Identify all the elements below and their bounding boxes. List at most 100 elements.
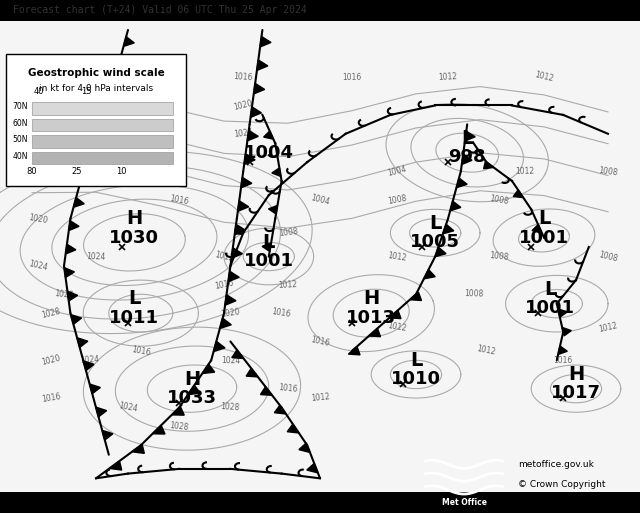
Text: 1016: 1016 bbox=[554, 356, 573, 365]
Text: 1008: 1008 bbox=[489, 194, 509, 206]
Text: 1008: 1008 bbox=[464, 289, 483, 299]
Polygon shape bbox=[96, 407, 107, 417]
Polygon shape bbox=[202, 364, 214, 373]
Polygon shape bbox=[214, 341, 225, 351]
Text: 1028: 1028 bbox=[41, 307, 61, 320]
Polygon shape bbox=[443, 224, 454, 234]
Polygon shape bbox=[83, 361, 94, 370]
Bar bbox=[32, 102, 173, 115]
Text: 10: 10 bbox=[116, 167, 127, 176]
Text: L: L bbox=[461, 129, 474, 148]
Text: 1028: 1028 bbox=[221, 402, 240, 412]
Text: 40: 40 bbox=[33, 87, 44, 96]
Polygon shape bbox=[369, 328, 381, 337]
Polygon shape bbox=[262, 243, 271, 251]
Text: 1033: 1033 bbox=[167, 389, 217, 407]
Text: 1008: 1008 bbox=[598, 250, 618, 263]
Polygon shape bbox=[558, 309, 567, 317]
Polygon shape bbox=[77, 338, 88, 347]
Text: 40N: 40N bbox=[13, 152, 28, 161]
Text: 1012: 1012 bbox=[534, 70, 554, 84]
Polygon shape bbox=[67, 291, 77, 301]
Polygon shape bbox=[80, 174, 90, 184]
Polygon shape bbox=[461, 154, 472, 165]
Text: 1020: 1020 bbox=[41, 353, 61, 367]
Text: 1024: 1024 bbox=[54, 167, 74, 176]
Text: 1016: 1016 bbox=[131, 345, 151, 357]
Text: 1012: 1012 bbox=[476, 345, 497, 357]
Text: 1008: 1008 bbox=[278, 227, 298, 239]
Polygon shape bbox=[100, 105, 111, 115]
Text: 1016: 1016 bbox=[234, 72, 253, 82]
Text: 1024: 1024 bbox=[233, 128, 253, 140]
Polygon shape bbox=[275, 405, 286, 414]
Text: 60N: 60N bbox=[13, 119, 28, 128]
Text: 1012: 1012 bbox=[438, 72, 458, 82]
Text: 1011: 1011 bbox=[109, 309, 159, 327]
Text: 1016: 1016 bbox=[41, 392, 61, 404]
Text: Met Office: Met Office bbox=[442, 498, 486, 507]
Polygon shape bbox=[299, 443, 310, 452]
Polygon shape bbox=[253, 84, 264, 94]
Polygon shape bbox=[246, 368, 258, 377]
Text: 80: 80 bbox=[27, 167, 37, 176]
Polygon shape bbox=[68, 221, 79, 230]
Text: 1024: 1024 bbox=[28, 260, 49, 272]
Polygon shape bbox=[102, 430, 113, 440]
Text: H: H bbox=[184, 370, 200, 389]
Text: L: L bbox=[128, 289, 141, 308]
Text: 1028: 1028 bbox=[131, 110, 150, 120]
Text: 1032: 1032 bbox=[106, 139, 125, 148]
Text: Geostrophic wind scale: Geostrophic wind scale bbox=[28, 68, 164, 77]
Polygon shape bbox=[232, 350, 244, 359]
Polygon shape bbox=[450, 201, 461, 211]
Polygon shape bbox=[132, 444, 144, 453]
Polygon shape bbox=[117, 60, 128, 70]
Text: 1001: 1001 bbox=[525, 300, 575, 318]
Polygon shape bbox=[238, 201, 249, 211]
Text: 1028: 1028 bbox=[169, 421, 189, 432]
Text: H: H bbox=[126, 209, 143, 228]
Text: L: L bbox=[410, 351, 422, 370]
Text: 70N: 70N bbox=[13, 102, 28, 111]
Polygon shape bbox=[260, 387, 272, 396]
Polygon shape bbox=[562, 327, 572, 336]
Polygon shape bbox=[188, 385, 200, 394]
Polygon shape bbox=[64, 268, 74, 278]
Polygon shape bbox=[424, 269, 435, 279]
Polygon shape bbox=[109, 461, 122, 470]
Text: 1004: 1004 bbox=[387, 165, 407, 179]
Polygon shape bbox=[172, 406, 184, 415]
Text: 1020: 1020 bbox=[28, 213, 49, 225]
Text: 1012: 1012 bbox=[515, 167, 534, 176]
Polygon shape bbox=[247, 130, 259, 141]
Text: 1032: 1032 bbox=[67, 109, 87, 121]
Text: 1028: 1028 bbox=[54, 289, 74, 300]
Polygon shape bbox=[484, 162, 493, 169]
Polygon shape bbox=[244, 154, 255, 164]
Polygon shape bbox=[410, 292, 422, 301]
Text: 1008: 1008 bbox=[489, 251, 509, 262]
Polygon shape bbox=[220, 318, 231, 328]
Text: 1020: 1020 bbox=[220, 307, 241, 319]
Text: H: H bbox=[363, 289, 380, 308]
Bar bbox=[32, 119, 173, 131]
Polygon shape bbox=[389, 310, 401, 319]
Text: L: L bbox=[544, 280, 557, 299]
Text: 1012: 1012 bbox=[387, 251, 407, 262]
Text: 1010: 1010 bbox=[391, 370, 441, 388]
Text: metoffice.gov.uk: metoffice.gov.uk bbox=[518, 460, 595, 469]
Polygon shape bbox=[90, 384, 100, 394]
Polygon shape bbox=[250, 107, 262, 117]
Text: 50N: 50N bbox=[13, 135, 28, 144]
Polygon shape bbox=[558, 346, 567, 354]
Polygon shape bbox=[66, 244, 76, 254]
Polygon shape bbox=[74, 198, 84, 207]
Text: H: H bbox=[568, 365, 584, 384]
Text: 1004: 1004 bbox=[310, 193, 330, 207]
Text: 998: 998 bbox=[449, 148, 486, 166]
Text: © Crown Copyright: © Crown Copyright bbox=[518, 480, 606, 489]
Polygon shape bbox=[269, 205, 278, 214]
Text: 1013: 1013 bbox=[346, 309, 396, 327]
Text: 1012: 1012 bbox=[214, 250, 234, 263]
